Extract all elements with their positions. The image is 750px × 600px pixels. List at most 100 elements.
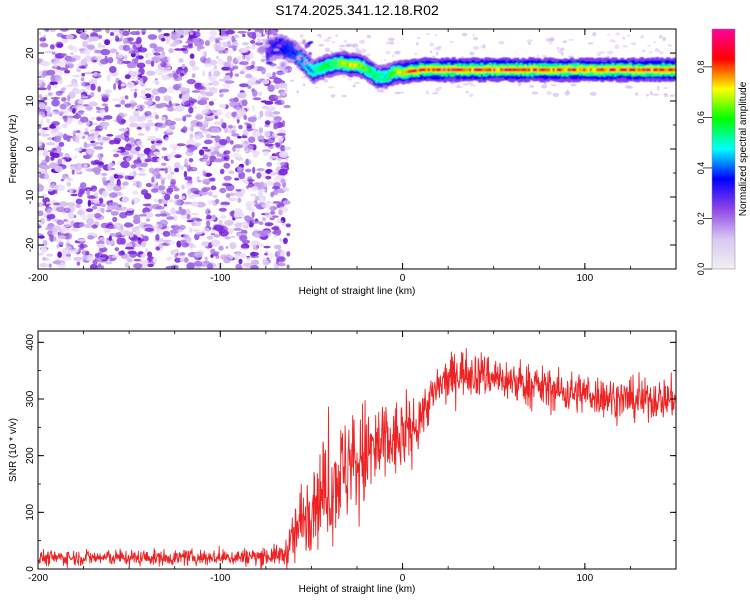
- track-core: [331, 62, 335, 67]
- noise-speck: [68, 44, 74, 51]
- noise-speck: [81, 81, 88, 87]
- noise-speck: [89, 101, 98, 107]
- x-tick-label: -100: [210, 273, 230, 284]
- noise-speck: [130, 75, 140, 80]
- noise-speck: [278, 209, 283, 216]
- track-core: [504, 68, 507, 72]
- noise-speck: [282, 68, 289, 74]
- track-core: [618, 68, 621, 72]
- noise-speck: [106, 74, 112, 82]
- noise-speck: [258, 221, 264, 225]
- noise-speck: [110, 29, 121, 33]
- noise-speck: [82, 254, 88, 262]
- noise-speck: [154, 103, 164, 109]
- noise-speck: [184, 66, 188, 73]
- noise-speck: [199, 97, 209, 101]
- noise-speck: [196, 29, 200, 33]
- noise-speck: [256, 91, 263, 97]
- noise-speck: [151, 80, 159, 83]
- noise-speck: [235, 189, 242, 192]
- noise-speck: [265, 175, 272, 180]
- noise-speck: [239, 235, 248, 242]
- noise-speck: [117, 80, 122, 84]
- noise-speck: [167, 185, 178, 189]
- noise-speck: [170, 33, 179, 41]
- noise-speck: [129, 231, 134, 239]
- noise-speck: [163, 95, 172, 102]
- noise-speck: [209, 76, 215, 82]
- track-core: [480, 68, 483, 72]
- noise-speck: [273, 116, 283, 122]
- noise-speck: [254, 195, 259, 201]
- noise-speck: [198, 149, 205, 156]
- noise-speck: [181, 184, 185, 190]
- noise-speck: [77, 99, 85, 104]
- noise-speck: [278, 168, 288, 176]
- noise-speck: [129, 42, 136, 45]
- track-core: [447, 68, 450, 72]
- noise-speck: [168, 48, 174, 54]
- noise-speck: [40, 61, 51, 67]
- noise-speck: [327, 36, 333, 39]
- noise-speck: [188, 96, 193, 102]
- noise-speck: [67, 95, 71, 102]
- noise-speck: [283, 104, 291, 109]
- track-core: [429, 68, 433, 72]
- noise-speck: [145, 59, 152, 65]
- noise-speck: [43, 96, 48, 101]
- noise-speck: [394, 91, 401, 95]
- noise-speck: [168, 100, 172, 107]
- noise-speck: [255, 218, 258, 222]
- noise-speck: [75, 198, 83, 205]
- noise-speck: [204, 256, 208, 261]
- noise-speck: [232, 111, 237, 117]
- noise-speck: [202, 227, 210, 233]
- noise-speck: [78, 110, 85, 114]
- noise-speck: [560, 51, 564, 56]
- noise-speck: [135, 181, 140, 188]
- noise-speck: [229, 71, 233, 78]
- noise-speck: [286, 232, 291, 237]
- noise-speck: [278, 255, 285, 261]
- noise-speck: [186, 213, 191, 220]
- noise-speck: [342, 73, 346, 79]
- y-tick-label: 200: [25, 447, 36, 464]
- noise-speck: [93, 199, 100, 205]
- noise-speck: [211, 214, 216, 220]
- noise-speck: [155, 205, 165, 210]
- noise-speck: [135, 226, 140, 230]
- noise-speck: [143, 100, 153, 106]
- noise-speck: [669, 94, 675, 97]
- noise-speck: [172, 145, 177, 151]
- noise-speck: [38, 111, 45, 115]
- noise-speck: [49, 81, 58, 86]
- noise-speck: [104, 123, 108, 131]
- noise-speck: [606, 50, 614, 55]
- noise-speck: [161, 147, 167, 151]
- track-blob: [276, 43, 282, 48]
- noise-speck: [57, 235, 67, 240]
- noise-speck: [251, 211, 255, 218]
- noise-speck: [557, 49, 563, 54]
- track-core: [458, 68, 461, 72]
- noise-speck: [255, 41, 264, 46]
- noise-speck: [199, 125, 206, 130]
- noise-speck: [83, 162, 88, 170]
- noise-speck: [147, 135, 157, 141]
- noise-speck: [271, 226, 280, 231]
- noise-speck: [249, 193, 257, 197]
- noise-speck: [178, 165, 185, 170]
- noise-speck: [224, 49, 235, 54]
- noise-speck: [161, 74, 170, 81]
- track-core: [403, 70, 407, 74]
- noise-speck: [61, 87, 67, 91]
- noise-speck: [81, 94, 85, 99]
- noise-speck: [51, 99, 60, 107]
- noise-speck: [260, 58, 266, 63]
- noise-speck: [126, 157, 131, 162]
- noise-speck: [51, 148, 57, 151]
- noise-speck: [61, 97, 67, 102]
- track-blob: [281, 62, 286, 67]
- noise-speck: [596, 52, 601, 56]
- noise-speck: [212, 194, 218, 198]
